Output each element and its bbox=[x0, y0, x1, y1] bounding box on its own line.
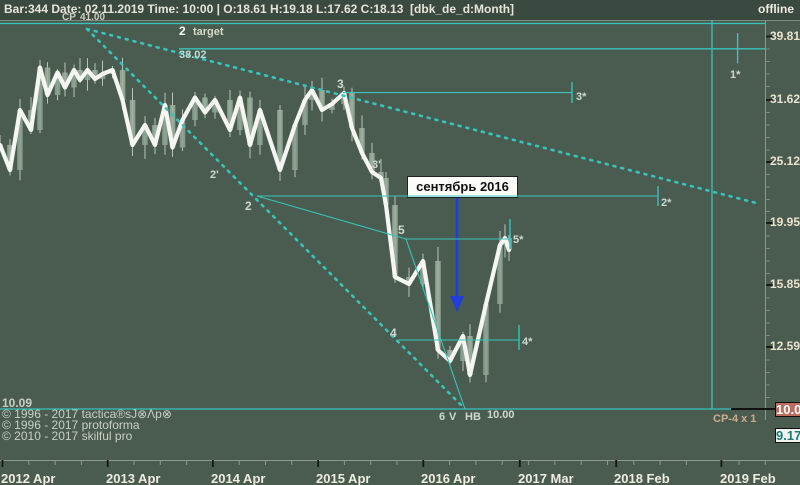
svg-text:2012 Apr: 2012 Apr bbox=[1, 471, 55, 485]
svg-text:2019 Feb: 2019 Feb bbox=[720, 471, 776, 485]
svg-text:2013 Apr: 2013 Apr bbox=[106, 471, 160, 485]
svg-text:2016 Apr: 2016 Apr bbox=[421, 471, 475, 485]
svg-text:2014 Apr: 2014 Apr bbox=[211, 471, 265, 485]
svg-text:2018 Feb: 2018 Feb bbox=[614, 471, 670, 485]
svg-text:2015 Apr: 2015 Apr bbox=[316, 471, 370, 485]
svg-text:2017 Mar: 2017 Mar bbox=[518, 471, 574, 485]
